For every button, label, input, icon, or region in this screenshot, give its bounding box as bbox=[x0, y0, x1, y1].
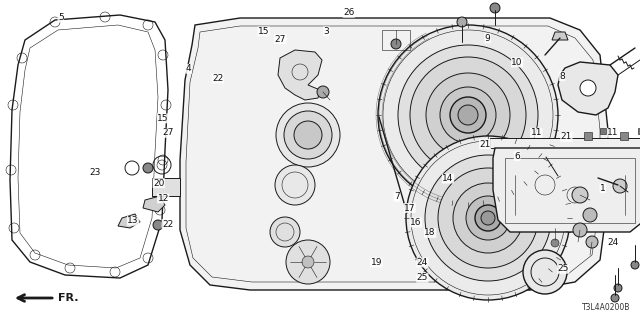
Text: 25: 25 bbox=[557, 264, 569, 273]
Text: 13: 13 bbox=[127, 216, 139, 225]
Text: 11: 11 bbox=[531, 128, 542, 137]
Text: 12: 12 bbox=[157, 194, 169, 203]
Text: 11: 11 bbox=[607, 128, 619, 137]
Text: 14: 14 bbox=[442, 174, 454, 183]
Circle shape bbox=[586, 236, 598, 248]
Circle shape bbox=[475, 205, 501, 231]
Text: 19: 19 bbox=[371, 258, 382, 267]
Circle shape bbox=[286, 240, 330, 284]
Text: 1: 1 bbox=[600, 184, 605, 193]
Circle shape bbox=[458, 105, 478, 125]
Polygon shape bbox=[552, 32, 568, 40]
Text: 5: 5 bbox=[58, 13, 63, 22]
Circle shape bbox=[317, 86, 329, 98]
Text: FR.: FR. bbox=[58, 293, 79, 303]
Polygon shape bbox=[558, 62, 618, 115]
Circle shape bbox=[450, 97, 486, 133]
Circle shape bbox=[426, 73, 510, 157]
Text: 26: 26 bbox=[343, 8, 355, 17]
Text: 21: 21 bbox=[561, 132, 572, 141]
Polygon shape bbox=[493, 148, 640, 232]
Circle shape bbox=[284, 111, 332, 159]
Circle shape bbox=[631, 261, 639, 269]
Text: 25: 25 bbox=[417, 273, 428, 282]
Circle shape bbox=[466, 196, 510, 240]
Text: 20: 20 bbox=[153, 179, 164, 188]
Bar bbox=[152, 178, 180, 196]
Circle shape bbox=[457, 17, 467, 27]
Bar bbox=[505, 158, 635, 223]
Circle shape bbox=[481, 211, 495, 225]
Text: T3L4A0200B: T3L4A0200B bbox=[582, 303, 630, 312]
Polygon shape bbox=[278, 50, 322, 100]
Text: 24: 24 bbox=[417, 258, 428, 267]
Text: 10: 10 bbox=[511, 58, 523, 67]
Text: 22: 22 bbox=[212, 74, 223, 83]
Circle shape bbox=[410, 57, 526, 173]
Text: 7: 7 bbox=[394, 192, 399, 201]
Circle shape bbox=[580, 80, 596, 96]
Text: 24: 24 bbox=[607, 238, 619, 247]
Text: 17: 17 bbox=[404, 204, 415, 212]
Bar bbox=[382, 30, 410, 50]
Circle shape bbox=[143, 163, 153, 173]
Circle shape bbox=[406, 136, 570, 300]
Circle shape bbox=[572, 187, 588, 203]
Text: 23: 23 bbox=[89, 168, 100, 177]
Bar bbox=[638, 128, 640, 134]
Circle shape bbox=[551, 239, 559, 247]
Text: 8: 8 bbox=[559, 72, 564, 81]
Circle shape bbox=[614, 284, 622, 292]
Bar bbox=[620, 132, 628, 140]
Text: 6: 6 bbox=[515, 152, 520, 161]
Circle shape bbox=[438, 168, 538, 268]
Text: 18: 18 bbox=[424, 228, 436, 237]
Text: 15: 15 bbox=[157, 114, 169, 123]
Circle shape bbox=[611, 294, 619, 302]
Text: 15: 15 bbox=[258, 27, 269, 36]
Text: 27: 27 bbox=[275, 35, 286, 44]
Circle shape bbox=[378, 25, 558, 205]
Polygon shape bbox=[118, 214, 140, 228]
Text: 21: 21 bbox=[479, 140, 491, 148]
Circle shape bbox=[453, 183, 523, 253]
Circle shape bbox=[294, 121, 322, 149]
Bar bbox=[584, 132, 592, 140]
Text: 27: 27 bbox=[162, 128, 173, 137]
Text: 9: 9 bbox=[485, 34, 490, 43]
Circle shape bbox=[425, 155, 551, 281]
Circle shape bbox=[583, 208, 597, 222]
Circle shape bbox=[302, 256, 314, 268]
Circle shape bbox=[523, 250, 567, 294]
Text: 4: 4 bbox=[186, 64, 191, 73]
Circle shape bbox=[270, 217, 300, 247]
Circle shape bbox=[391, 39, 401, 49]
Polygon shape bbox=[180, 18, 608, 290]
Circle shape bbox=[440, 87, 496, 143]
Text: 22: 22 bbox=[162, 220, 173, 228]
Circle shape bbox=[153, 220, 163, 230]
Circle shape bbox=[398, 45, 538, 185]
Polygon shape bbox=[143, 196, 165, 212]
Circle shape bbox=[490, 3, 500, 13]
Circle shape bbox=[573, 223, 587, 237]
Text: 3: 3 bbox=[324, 27, 329, 36]
Bar bbox=[600, 128, 606, 134]
Circle shape bbox=[613, 179, 627, 193]
Bar bbox=[490, 138, 640, 148]
Circle shape bbox=[276, 103, 340, 167]
Text: 16: 16 bbox=[410, 218, 422, 227]
Circle shape bbox=[275, 165, 315, 205]
